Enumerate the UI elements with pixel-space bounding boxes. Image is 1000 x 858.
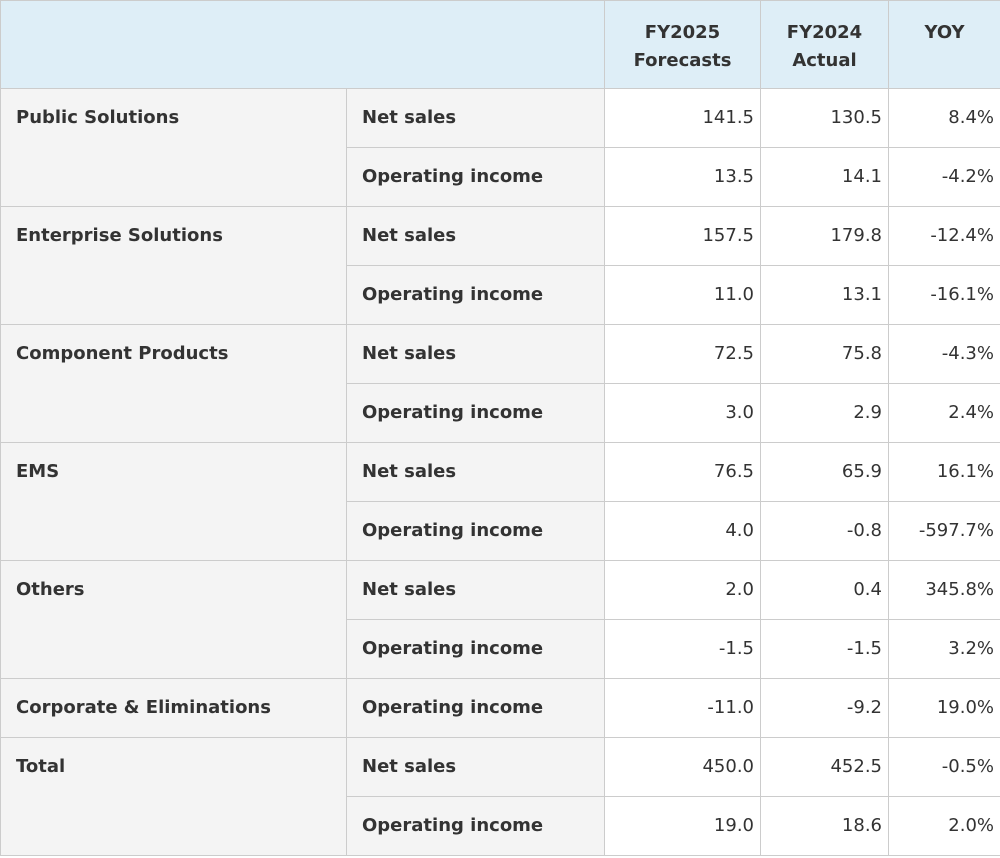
table-body: Public Solutions Net sales 141.5 130.5 8.4% O… [0,88,1000,856]
table-header: FY2025 Forecasts FY2024 Actual YOY [0,0,1000,89]
metric-cell: Operating income [346,383,605,443]
yoy-value-cell: 2.0% [888,796,1000,856]
yoy-value-cell: 345.8% [888,560,1000,620]
fy2025-value-cell: 19.0 [604,796,761,856]
table-row: Operating income -1.5 -1.5 3.2% [1,619,1000,679]
metric-cell: Net sales [346,737,605,797]
yoy-value-cell: -16.1% [888,265,1000,325]
yoy-value-cell: 3.2% [888,619,1000,679]
metric-cell: Net sales [346,560,605,620]
header-fy2025-forecasts: FY2025 Forecasts [604,0,761,89]
yoy-value-cell: -0.5% [888,737,1000,797]
fy2024-value-cell: 18.6 [760,796,889,856]
table-row: Enterprise Solutions Net sales 157.5 179.8-… [0,206,1000,325]
fy2024-value-cell: 2.9 [760,383,889,443]
fy2024-value-cell: 65.9 [760,442,889,502]
segment-name-cell: Corporate & Eliminations [0,678,347,738]
table-row: Others Net sales 2.0 0.4 345.8% [0,560,1000,679]
fy2024-value-cell: 75.8 [760,324,889,384]
fy2025-value-cell: 11.0 [604,265,761,325]
header-fy2024-actual: FY2024 Actual [760,0,889,89]
fy2024-value-cell: -1.5 [760,619,889,679]
fy2025-value-cell: 157.5 [604,206,761,266]
metric-cell: Operating income [346,619,605,679]
header-fy2025-line2: Forecasts [633,50,732,71]
header-yoy: YOY [888,0,1000,89]
fy2024-value-cell: 13.1 [760,265,889,325]
yoy-value-cell: -597.7% [888,501,1000,561]
metric-cell: Net sales [346,442,605,502]
header-fy2025-line1: FY2025 [644,22,721,43]
metric-cell: Operating income [346,147,605,207]
fy2024-value-cell: -9.2 [760,678,889,738]
table-row: Operating income 4.0 -0.8 -597.7% [1,501,1000,561]
segment-name-cell: Total [0,737,347,856]
table-row: Public Solutions Net sales 141.5 130.5 8.4% [0,88,1000,207]
header-yoy-label: YOY [924,22,965,43]
yoy-value-cell: 16.1% [888,442,1000,502]
fy2025-value-cell: -11.0 [604,678,761,738]
table-row: Operating income 19.0 18.6 2.0% [1,796,1000,856]
table-row: Operating income 3.0 2.9 2.4% [1,383,1000,443]
fy2024-value-cell: 0.4 [760,560,889,620]
segment-name-cell: Others [0,560,347,679]
fy2025-value-cell: 450.0 [604,737,761,797]
fy2024-value-cell: 452.5 [760,737,889,797]
yoy-value-cell: -12.4% [888,206,1000,266]
fy2024-value-cell: 130.5 [760,88,889,148]
metric-cell: Net sales [346,206,605,266]
metric-cell: Net sales [346,324,605,384]
table-row: Total Net sales 450.0 452.5 -0.5% [0,737,1000,856]
fy2025-value-cell: -1.5 [604,619,761,679]
yoy-value-cell: -4.2% [888,147,1000,207]
fy2025-value-cell: 3.0 [604,383,761,443]
segment-name-cell: Public Solutions [0,88,347,207]
header-blank-cell [0,0,605,89]
table-row: Component Products Net sales 72.5 75.8 -4.3% [0,324,1000,443]
header-row: FY2025 Forecasts FY2024 Actual YOY [0,0,1000,89]
segment-name-cell: Enterprise Solutions [0,206,347,325]
segment-name-cell: Component Products [0,324,347,443]
fy2025-value-cell: 72.5 [604,324,761,384]
fy2024-value-cell: -0.8 [760,501,889,561]
fy2025-value-cell: 13.5 [604,147,761,207]
metric-cell: Operating income [346,501,605,561]
metric-cell: Operating income [346,265,605,325]
header-fy2024-line2: Actual [792,50,857,71]
fy2025-value-cell: 2.0 [604,560,761,620]
yoy-value-cell: -4.3% [888,324,1000,384]
metric-cell: Operating income [346,678,605,738]
fy2024-value-cell: 179.8 [760,206,889,266]
table-row: Operating income 13.5 14.1 -4.2% [1,147,1000,207]
table-row: EMS Net sales 76.5 65.9 16.1% [0,442,1000,561]
table-row: Corporate & Eliminations Operating income… [0,678,1000,738]
segment-name-cell: EMS [0,442,347,561]
fy2025-value-cell: 141.5 [604,88,761,148]
yoy-value-cell: 8.4% [888,88,1000,148]
yoy-value-cell: 19.0% [888,678,1000,738]
table-row: Operating income 11.0 13.1 -16.1% [1,265,1000,325]
fy2025-value-cell: 76.5 [604,442,761,502]
metric-cell: Operating income [346,796,605,856]
fy2024-value-cell: 14.1 [760,147,889,207]
yoy-value-cell: 2.4% [888,383,1000,443]
metric-cell: Net sales [346,88,605,148]
header-fy2024-line1: FY2024 [786,22,863,43]
fy2025-value-cell: 4.0 [604,501,761,561]
